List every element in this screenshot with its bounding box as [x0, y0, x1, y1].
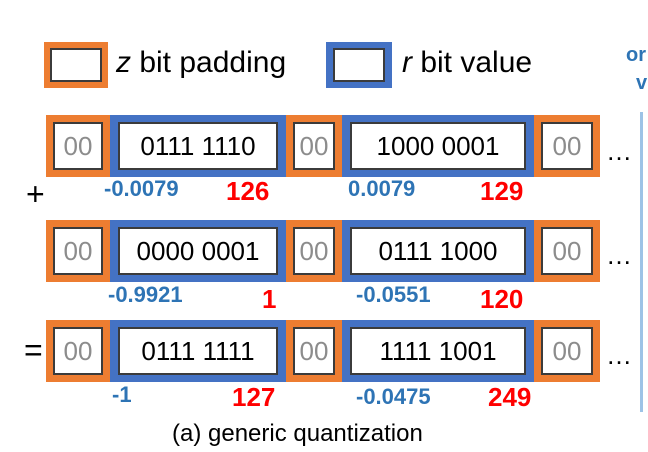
figure-caption: (a) generic quantization [172, 420, 423, 447]
value-cell: 0111 1110 [110, 115, 286, 177]
padding-cell: 00 [286, 320, 342, 382]
padding-cell: 00 [46, 320, 110, 382]
padding-cell: 00 [286, 220, 342, 282]
plus-operator: + [26, 176, 45, 212]
float-label: 0.0079 [348, 176, 416, 201]
padding-cell: 00 [534, 320, 600, 382]
float-label: -0.9921 [108, 282, 183, 307]
ellipsis: … [606, 340, 634, 370]
int-label: 126 [226, 176, 270, 206]
float-label: -0.0551 [356, 282, 431, 307]
legend-padding-label: z bit padding [116, 46, 287, 79]
equals-operator: = [24, 332, 43, 368]
value-cell: 1000 0001 [342, 115, 534, 177]
float-label: -0.0079 [104, 176, 179, 201]
value-cell: 0111 1000 [342, 220, 534, 282]
corner-text-2: v [636, 72, 648, 94]
int-label: 129 [480, 176, 524, 206]
corner-text-1: or [626, 44, 646, 66]
ellipsis: … [606, 240, 634, 270]
right-divider [640, 112, 643, 412]
padding-cell: 00 [46, 220, 110, 282]
int-label: 120 [480, 284, 524, 314]
ellipsis: … [606, 136, 634, 166]
int-label: 127 [232, 382, 276, 412]
padding-cell: 00 [286, 115, 342, 177]
padding-cell: 00 [534, 115, 600, 177]
padding-cell: 00 [534, 220, 600, 282]
int-label: 249 [488, 382, 532, 412]
value-cell: 1111 1001 [342, 320, 534, 382]
legend-value-swatch [326, 42, 392, 88]
value-cell: 0111 1111 [110, 320, 286, 382]
padding-cell: 00 [46, 115, 110, 177]
value-cell: 0000 0001 [110, 220, 286, 282]
int-label: 1 [262, 284, 277, 314]
float-label: -1 [112, 382, 132, 407]
legend-value-label: r bit value [402, 46, 533, 79]
legend-padding-swatch [44, 42, 108, 88]
float-label: -0.0475 [356, 384, 431, 409]
